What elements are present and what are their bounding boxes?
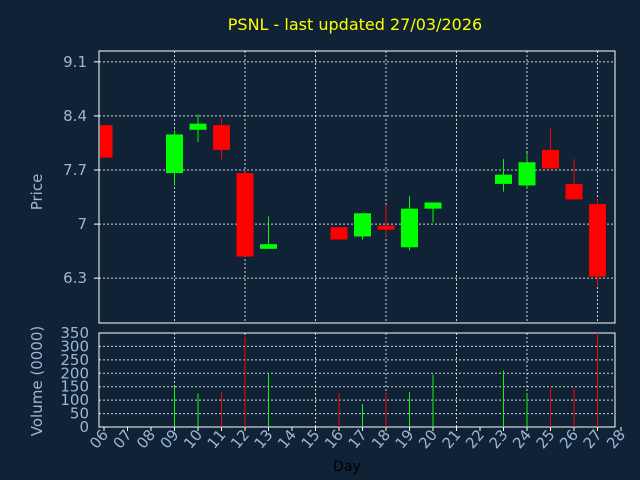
chart-title: PSNL - last updated 27/03/2026 [228,15,482,34]
price-y-axis-title: Price [28,174,46,211]
candle-body [565,183,583,200]
x-axis-title: Day [333,459,361,475]
candle-body [354,213,371,237]
candle-body [330,227,348,240]
volume-y-axis-title: Volume (0000) [28,326,46,436]
candle-body [542,149,559,169]
candle-body [518,162,536,186]
candle-body [166,134,183,174]
price-panel: 6.3 7 7.7 8.4 9.1 Price [28,50,616,324]
volume-grid [99,332,615,428]
volume-y-tick-label: 350 [60,324,89,342]
volume-y-tick-label: 100 [60,391,89,409]
price-y-tick-labels: 6.3 7 7.7 8.4 9.1 [63,53,99,287]
volume-y-tick-label: 200 [60,364,89,382]
candle-body [495,174,512,184]
candle-body [424,202,442,209]
volume-y-tick-label: 50 [70,405,89,423]
candles [100,114,606,286]
candle-body [100,125,113,158]
price-plot-frame [98,50,616,324]
candle-body [189,123,207,130]
volume-y-tick-label: 300 [60,337,89,355]
price-y-tick-label: 7.7 [63,161,87,179]
volume-y-tick-label: 150 [60,378,89,396]
candle-body [589,204,606,277]
candle-body [213,125,230,150]
candle-body [236,173,254,257]
x-tick-labels: 0607080910111213141516171819202122232425… [86,426,629,452]
price-y-tick-label: 6.3 [63,269,87,287]
volume-y-tick-label: 250 [60,351,89,369]
candle-body [377,225,395,230]
price-y-tick-label: 7 [77,215,87,233]
price-y-tick-label: 9.1 [63,53,87,71]
price-y-tick-label: 8.4 [63,107,87,125]
volume-bars [174,333,598,427]
volume-y-tick-label: 0 [79,418,89,436]
candle-body [401,208,418,248]
candle-body [260,244,277,249]
